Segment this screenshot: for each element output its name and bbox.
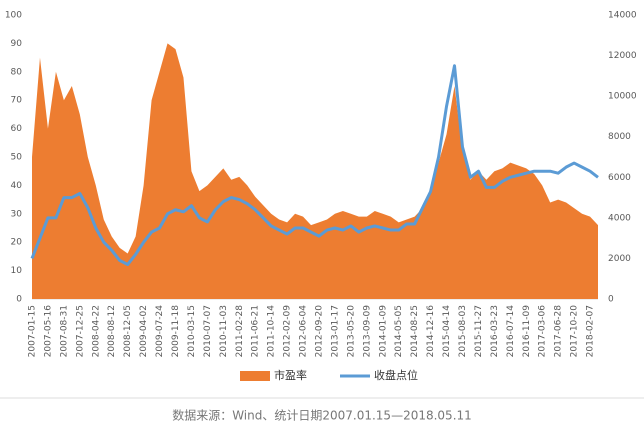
y2-tick-label: 6000 <box>608 173 631 183</box>
x-tick-label: 2016-07-14 <box>506 305 516 358</box>
y-tick-label: 90 <box>11 39 23 49</box>
x-tick-label: 2013-05-20 <box>346 305 356 358</box>
x-tick-label: 2010-03-15 <box>187 305 197 357</box>
x-tick-label: 2009-11-18 <box>171 305 181 358</box>
x-tick-label: 2009-07-24 <box>155 305 165 358</box>
x-tick-label: 2007-08-31 <box>59 305 69 357</box>
y2-tick-label: 0 <box>608 295 614 305</box>
x-tick-label: 2012-06-04 <box>299 305 309 358</box>
x-tick-label: 2014-05-05 <box>394 305 404 357</box>
x-tick-label: 2016-03-23 <box>490 305 500 357</box>
x-tick-label: 2015-04-14 <box>442 305 452 358</box>
x-tick-label: 2014-08-25 <box>410 305 420 357</box>
x-tick-label: 2010-11-03 <box>219 305 229 357</box>
x-tick-label: 2009-04-02 <box>139 305 149 357</box>
y2-tick-label: 4000 <box>608 213 631 223</box>
x-tick-label: 2011-10-14 <box>267 305 277 358</box>
area <box>32 43 598 300</box>
y2-tick-label: 2000 <box>608 254 631 264</box>
y-tick-label: 30 <box>11 209 23 219</box>
x-tick-label: 2007-05-16 <box>43 305 53 358</box>
y2-tick-label: 12000 <box>608 51 637 61</box>
y-tick-label: 20 <box>11 238 23 248</box>
x-tick-label: 2010-07-07 <box>203 305 213 357</box>
x-tick-label: 2013-09-09 <box>362 305 372 358</box>
source-caption: 数据来源：Wind、统计日期2007.01.15—2018.05.11 <box>172 408 472 423</box>
x-tick-label: 2008-08-12 <box>107 305 117 357</box>
y2-tick-label: 8000 <box>608 132 631 142</box>
x-tick-label: 2011-02-28 <box>235 305 245 358</box>
y2-tick-label: 10000 <box>608 92 637 102</box>
y-tick-label: 60 <box>11 124 23 134</box>
x-tick-label: 2008-12-05 <box>123 305 133 357</box>
y-tick-label: 10 <box>11 266 23 276</box>
y-tick-label: 100 <box>5 11 22 21</box>
x-tick-label: 2017-03-06 <box>538 305 548 358</box>
legend-label: 收盘点位 <box>374 368 418 382</box>
x-tick-label: 2017-10-20 <box>570 305 580 358</box>
x-tick-label: 2007-01-15 <box>28 305 38 357</box>
y-tick-label: 0 <box>16 295 22 305</box>
legend-label: 市盈率 <box>274 368 307 382</box>
x-tick-label: 2015-11-27 <box>474 305 484 357</box>
x-tick-label: 2008-04-22 <box>91 305 101 357</box>
y-tick-label: 50 <box>11 153 23 163</box>
x-tick-label: 2014-01-09 <box>378 305 388 358</box>
y-tick-label: 40 <box>11 181 23 191</box>
y-tick-label: 80 <box>11 67 23 77</box>
x-tick-label: 2012-09-20 <box>314 305 324 358</box>
x-tick-label: 2012-02-09 <box>283 305 293 358</box>
x-tick-label: 2017-06-28 <box>554 305 564 358</box>
x-tick-label: 2013-01-17 <box>330 305 340 357</box>
y2-tick-label: 14000 <box>608 11 637 21</box>
x-tick-label: 2007-12-25 <box>75 305 85 357</box>
x-tick-label: 2018-02-07 <box>586 305 596 357</box>
x-tick-label: 2011-06-21 <box>251 305 261 357</box>
legend-swatch <box>240 371 270 381</box>
x-tick-label: 2014-12-16 <box>426 305 436 358</box>
y-tick-label: 70 <box>11 96 23 106</box>
line <box>30 64 599 267</box>
x-tick-label: 2016-11-09 <box>522 305 532 358</box>
x-tick-label: 2015-08-03 <box>458 305 468 357</box>
